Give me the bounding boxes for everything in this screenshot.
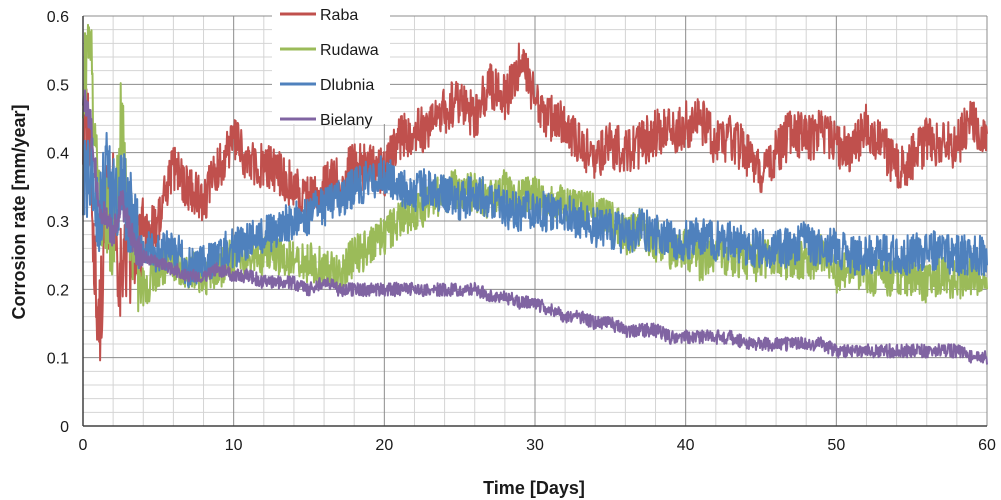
major-gridlines: [82, 15, 988, 427]
series-line-bielany: [82, 89, 988, 365]
x-tick-label: 10: [225, 437, 243, 454]
y-tick-label: 0.5: [47, 77, 69, 94]
legend-box: [272, 0, 390, 124]
legend-label-dlubnia: Dlubnia: [320, 77, 374, 94]
x-tick-label: 30: [526, 437, 544, 454]
x-tick-label: 20: [375, 437, 393, 454]
y-tick-labels: 0 0.1 0.2 0.3 0.4 0.5 0.6: [47, 9, 69, 436]
x-tick-label: 50: [827, 437, 845, 454]
x-tick-label: 40: [677, 437, 695, 454]
y-tick-label: 0.1: [47, 351, 69, 368]
axes-layer: [82, 16, 987, 427]
legend-label-rudawa: Rudawa: [320, 42, 379, 59]
y-tick-label: 0.2: [47, 282, 69, 299]
x-tick-labels: 0 10 20 30 40 50 60: [79, 437, 996, 454]
series-line-rudawa: [82, 23, 988, 313]
legend-label-raba: Raba: [320, 7, 358, 24]
y-tick-label: 0.3: [47, 214, 69, 231]
series-layer: [82, 23, 988, 365]
y-tick-label: 0: [60, 419, 69, 436]
legend: Raba Rudawa Dlubnia Bielany: [272, 0, 390, 129]
y-tick-label: 0.4: [47, 146, 69, 163]
series-line-dlubnia: [82, 131, 988, 288]
y-axis-title: Corrosion rate [mm/year]: [9, 104, 29, 319]
x-tick-label: 0: [79, 437, 88, 454]
x-tick-label: 60: [978, 437, 996, 454]
x-axis-title: Time [Days]: [483, 478, 585, 498]
y-tick-label: 0.6: [47, 9, 69, 26]
series-line-raba: [82, 42, 988, 362]
legend-label-bielany: Bielany: [320, 112, 372, 129]
